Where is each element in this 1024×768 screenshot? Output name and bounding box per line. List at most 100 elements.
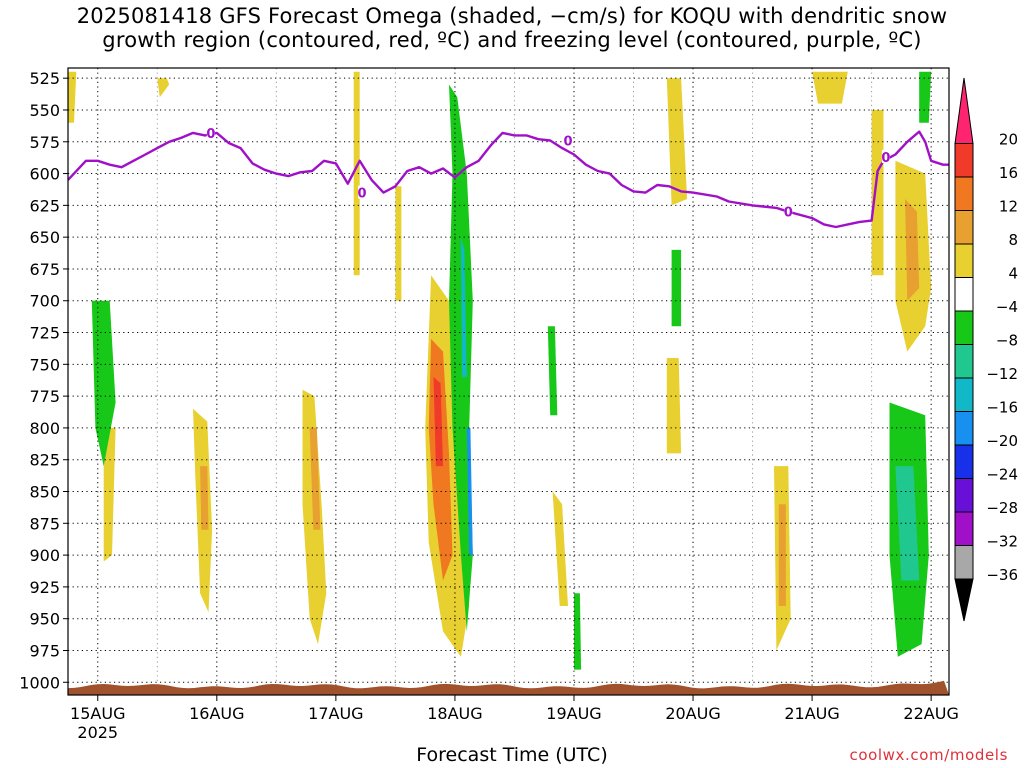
y-tick-label-775: 775 [29, 387, 60, 406]
time-axis: 15AUG 16AUG 17AUG 18AUG 19AUG 20AUG 21AUG 22AUG… [70, 695, 959, 742]
y-tick-label-825: 825 [29, 451, 60, 470]
colorbar-label-7: −12 [986, 365, 1018, 383]
colorbar-swatch-3 [954, 210, 974, 245]
y-tick-label-900: 900 [29, 546, 60, 565]
omega-region-17 [812, 71, 848, 104]
colorbar-swatch-5 [954, 277, 974, 312]
y-tick-label-575: 575 [29, 133, 60, 152]
omega-region-4 [200, 466, 209, 530]
y-tick-label-725: 725 [29, 324, 60, 343]
y-tick-label-700: 700 [29, 292, 60, 311]
x-tick-label-6: 21AUG [784, 704, 839, 723]
colorbar-label-0: 20 [999, 131, 1018, 149]
x-tick-label-1: 16AUG [189, 704, 244, 723]
freezing-label-bg [358, 185, 367, 199]
colorbar-label-5: −4 [996, 298, 1018, 316]
colorbar-label-12: −32 [986, 533, 1018, 551]
colorbar-label-6: −8 [996, 332, 1018, 350]
y-tick-label-1000: 1000 [19, 673, 60, 692]
colorbar-label-11: −28 [986, 499, 1018, 517]
y-tick-label-625: 625 [29, 196, 60, 215]
colorbar-swatch-1 [954, 143, 974, 178]
freezing-level-label-3: 0 [784, 206, 793, 221]
y-tick-label-925: 925 [29, 578, 60, 597]
x-tick-label-7: 22AUG [903, 704, 958, 723]
colorbar-swatch-6 [954, 310, 974, 345]
omega-region-1 [68, 71, 77, 123]
colorbar-swatch-7 [954, 344, 974, 379]
omega-region-2 [157, 78, 170, 98]
y-tick-label-975: 975 [29, 641, 60, 660]
colorbar-label-9: −20 [986, 432, 1018, 450]
omega-region-18 [871, 110, 884, 276]
y-tick-label-800: 800 [29, 419, 60, 438]
y-tick-label-650: 650 [29, 228, 60, 247]
omega-region-8 [395, 186, 402, 301]
colorbar-swatch-11 [954, 478, 974, 513]
chart-title-line-2: growth region (contoured, red, ºC) and f… [102, 28, 922, 52]
omega-region-23 [460, 237, 467, 377]
omega-region-12 [552, 491, 568, 606]
colorbar-label-2: 12 [999, 198, 1018, 216]
colorbar-label-1: 16 [999, 164, 1018, 182]
x-tick-label-3: 18AUG [427, 704, 482, 723]
source-credit: coolwx.com/models [849, 746, 1008, 764]
omega-region-0 [103, 427, 116, 562]
terrain-area [68, 680, 949, 695]
freezing-label-bg [564, 133, 573, 147]
colorbar-swatch-2 [954, 176, 974, 211]
omega-region-6 [309, 427, 321, 530]
omega-region-16 [778, 504, 786, 606]
omega-region-7 [353, 71, 360, 276]
freezing-level-line [68, 130, 949, 229]
y-tick-label-750: 750 [29, 355, 60, 374]
omega-shading [68, 71, 932, 670]
omega-region-27 [671, 249, 682, 327]
omega-region-29 [895, 466, 920, 581]
omega-region-30 [919, 71, 932, 123]
omega-region-21 [91, 300, 116, 467]
colorbar-label-3: 8 [1008, 231, 1018, 249]
omega-region-22 [449, 84, 473, 632]
y-tick-label-600: 600 [29, 165, 60, 184]
x-tick-label-2: 17AUG [308, 704, 363, 723]
omega-region-14 [666, 358, 682, 454]
colorbar-bottom-arrow [954, 578, 974, 622]
freezing-level-label-4: 0 [881, 151, 890, 166]
freezing-level-label-1: 0 [564, 134, 573, 149]
colorbar-label-13: −36 [986, 566, 1018, 584]
x-tick-label-0: 15AUG [70, 704, 125, 723]
y-tick-label-950: 950 [29, 610, 60, 629]
freezing-level-label-0: 0 [206, 127, 215, 142]
colorbar-swatch-13 [954, 545, 974, 580]
colorbar-label-8: −16 [986, 399, 1018, 417]
plot-frame [67, 67, 950, 696]
x-axis-label: Forecast Time (UTC) [416, 744, 608, 766]
freezing-label-bg [784, 204, 793, 218]
omega-region-20 [905, 199, 920, 301]
freezing-level-contour: 0 0 0 0 0 [68, 125, 949, 229]
terrain-fill [68, 680, 949, 695]
omega-region-26 [574, 593, 582, 670]
freezing-label-bg [206, 125, 215, 139]
x-tick-year: 2025 [77, 723, 118, 742]
omega-region-25 [547, 326, 558, 416]
colorbar-swatch-9 [954, 411, 974, 446]
omega-colorbar: 20 16 12 8 4 −4 −8 −12 −16 −20 −24 −28 −32 −36 [954, 77, 1018, 622]
x-tick-label-4: 19AUG [546, 704, 601, 723]
chart-title-line-1: 2025081418 GFS Forecast Omega (shaded, −… [76, 4, 948, 28]
colorbar-swatch-12 [954, 511, 974, 546]
y-tick-label-550: 550 [29, 101, 60, 120]
y-tick-label-850: 850 [29, 483, 60, 502]
colorbar-label-4: 4 [1008, 265, 1018, 283]
y-tick-label-675: 675 [29, 260, 60, 279]
y-tick-label-525: 525 [29, 69, 60, 88]
colorbar-top-arrow [954, 77, 974, 144]
colorbar-swatch-8 [954, 377, 974, 412]
pressure-axis: 525 550 575 600 625 650 675 700 725 750 775 800 825 8… [19, 69, 68, 692]
colorbar-swatch-4 [954, 243, 974, 278]
freezing-level-label-2: 0 [358, 187, 367, 202]
colorbar-label-10: −24 [986, 466, 1018, 484]
plot-grid [68, 68, 949, 695]
